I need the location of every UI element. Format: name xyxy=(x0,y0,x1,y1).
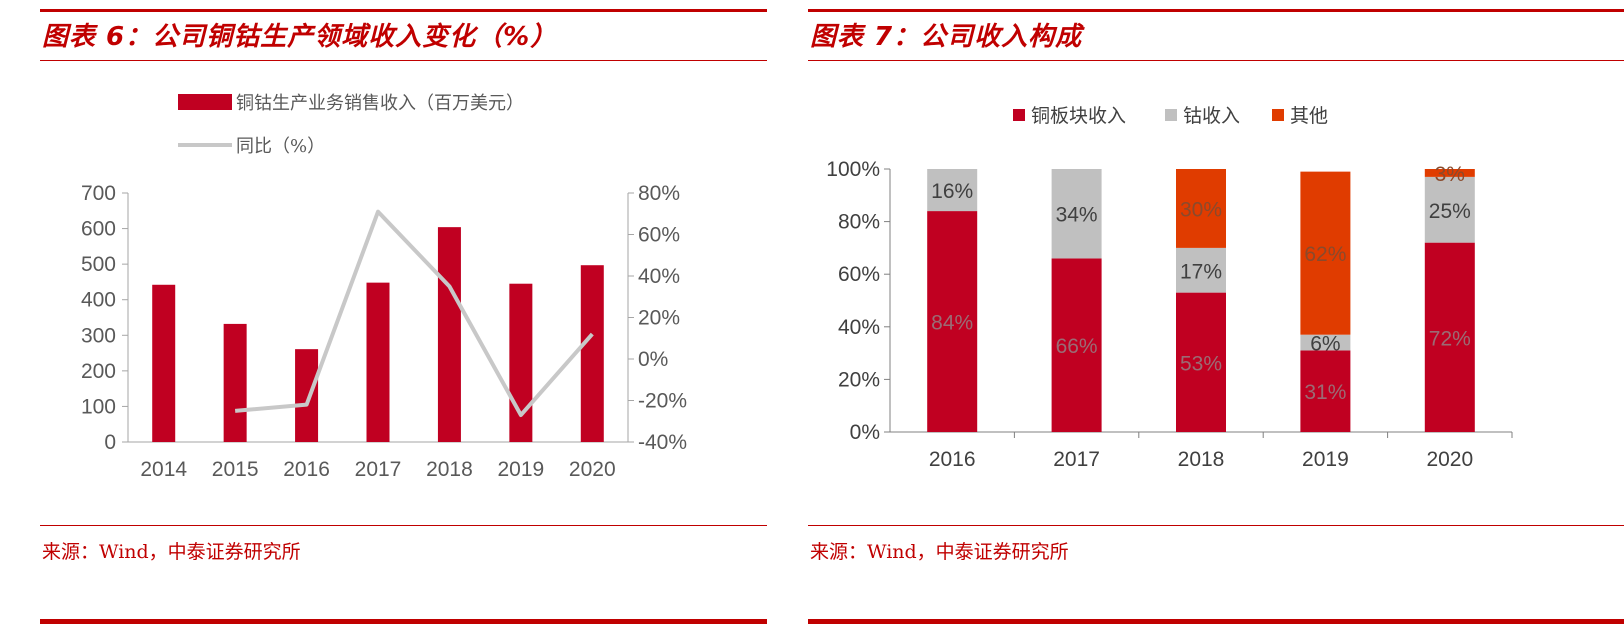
x-tick-label: 2017 xyxy=(355,458,402,481)
bottom-rule xyxy=(808,619,1624,624)
y-tick-label-right: -40% xyxy=(638,431,687,454)
bar-revenue xyxy=(366,282,390,442)
bar-revenue xyxy=(509,283,533,442)
data-label-cobalt: 6% xyxy=(1310,333,1340,356)
source-rule xyxy=(808,525,1624,526)
right-figure-panel: 图表 7：公司收入构成 铜板块收入 钴收入 其他 0% 20% 40% 60% 80% 100%… xyxy=(808,0,1624,633)
y-tick-label-left: 0 xyxy=(104,431,116,454)
y-tick-label-left: 700 xyxy=(81,182,116,205)
y-tick-label: 40% xyxy=(838,316,880,339)
legend-label-other: 其他 xyxy=(1290,105,1328,127)
bar-segment-other xyxy=(1300,171,1351,335)
data-label-copper: 31% xyxy=(1304,381,1346,404)
bar-revenue xyxy=(152,284,176,442)
bar-revenue xyxy=(437,227,461,442)
figure-title: 图表 7：公司收入构成 xyxy=(810,22,1083,52)
source-note: 来源：Wind，中泰证券研究所 xyxy=(810,541,1069,563)
legend-swatch-copper xyxy=(1013,109,1025,121)
bottom-rule xyxy=(40,619,767,624)
x-tick-label: 2018 xyxy=(1178,448,1225,471)
x-tick-label: 2018 xyxy=(426,458,473,481)
legend-label-cobalt: 钴收入 xyxy=(1183,105,1240,127)
legend-label-yoy: 同比（%） xyxy=(236,136,325,157)
y-tick-label-left: 500 xyxy=(81,253,116,276)
legend-label-revenue: 铜钴生产业务销售收入（百万美元） xyxy=(236,93,524,114)
x-tick-label: 2015 xyxy=(212,458,259,481)
title-rule xyxy=(808,60,1624,61)
bar-segment-copper xyxy=(1424,242,1475,432)
y-tick-label-right: 0% xyxy=(638,348,668,371)
left-figure-panel: 图表 6：公司铜钴生产领域收入变化（%） 铜钴生产业务销售收入（百万美元） 同比（… xyxy=(40,0,767,633)
data-label-cobalt: 17% xyxy=(1180,260,1222,283)
data-label-other: 62% xyxy=(1304,243,1346,266)
bar-segment-copper xyxy=(1300,350,1351,432)
bar-revenue xyxy=(295,349,319,442)
x-tick-label: 2016 xyxy=(283,458,330,481)
y-tick-label-left: 100 xyxy=(81,395,116,418)
y-tick-label-right: 80% xyxy=(638,182,680,205)
x-tick-label: 2017 xyxy=(1053,448,1100,471)
bar-segment-other xyxy=(1176,169,1226,248)
y-tick-label-left: 600 xyxy=(81,218,116,241)
data-label-copper: 72% xyxy=(1429,327,1471,350)
data-label-cobalt: 16% xyxy=(931,180,973,203)
bar-revenue xyxy=(223,323,247,442)
bar-segment-cobalt xyxy=(1300,334,1351,351)
x-tick-label: 2016 xyxy=(929,448,976,471)
y-tick-label-left: 300 xyxy=(81,324,116,347)
bar-segment-cobalt xyxy=(1051,169,1102,259)
y-tick-label-left: 400 xyxy=(81,289,116,312)
data-label-copper: 53% xyxy=(1180,352,1222,375)
source-note: 来源：Wind，中泰证券研究所 xyxy=(42,541,301,563)
bar-segment-other xyxy=(1424,169,1475,177)
bar-segment-cobalt xyxy=(1424,176,1475,243)
x-tick-label: 2014 xyxy=(140,458,187,481)
y-tick-label: 0% xyxy=(850,421,880,444)
bar-segment-copper xyxy=(1176,292,1226,432)
y-tick-label: 80% xyxy=(838,211,880,234)
y-tick-label: 20% xyxy=(838,368,880,391)
legend-swatch-other xyxy=(1272,109,1284,121)
top-rule xyxy=(808,9,1624,12)
bar-segment-copper xyxy=(1051,258,1102,432)
bar-segment-cobalt xyxy=(1176,247,1226,293)
y-tick-label-right: 20% xyxy=(638,307,680,330)
y-tick-label-right: -20% xyxy=(638,390,687,413)
y-tick-label-right: 60% xyxy=(638,224,680,247)
bar-segment-copper xyxy=(927,211,978,432)
legend-swatch-cobalt xyxy=(1165,109,1177,121)
y-tick-label-left: 200 xyxy=(81,360,116,383)
data-label-cobalt: 25% xyxy=(1429,200,1471,223)
y-tick-label: 100% xyxy=(826,158,880,181)
x-tick-label: 2020 xyxy=(569,458,616,481)
legend-swatch-revenue xyxy=(178,94,232,110)
revenue-composition-chart: 铜板块收入 钴收入 其他 0% 20% 40% 60% 80% 100% 2016 2017 2018… xyxy=(826,105,1513,471)
title-rule xyxy=(40,60,767,61)
source-rule xyxy=(40,525,767,526)
data-label-other: 3% xyxy=(1435,163,1465,186)
data-label-copper: 66% xyxy=(1056,335,1098,358)
data-label-copper: 84% xyxy=(931,312,973,335)
x-tick-label: 2019 xyxy=(1302,448,1349,471)
x-tick-label: 2020 xyxy=(1426,448,1473,471)
bar-segment-cobalt xyxy=(927,169,978,212)
series-line-yoy xyxy=(234,209,594,418)
legend-label-copper: 铜板块收入 xyxy=(1031,105,1126,127)
y-tick-label-right: 40% xyxy=(638,265,680,288)
y-tick-label: 60% xyxy=(838,263,880,286)
figure-title: 图表 6：公司铜钴生产领域收入变化（%） xyxy=(42,22,558,52)
data-label-cobalt: 34% xyxy=(1056,204,1098,227)
top-rule xyxy=(40,9,767,12)
bar-revenue xyxy=(580,265,604,442)
data-label-other: 30% xyxy=(1180,198,1222,221)
x-tick-label: 2019 xyxy=(497,458,544,481)
revenue-yoy-chart: 铜钴生产业务销售收入（百万美元） 同比（%） 0 100 200 300 400 500 600… xyxy=(81,93,687,481)
